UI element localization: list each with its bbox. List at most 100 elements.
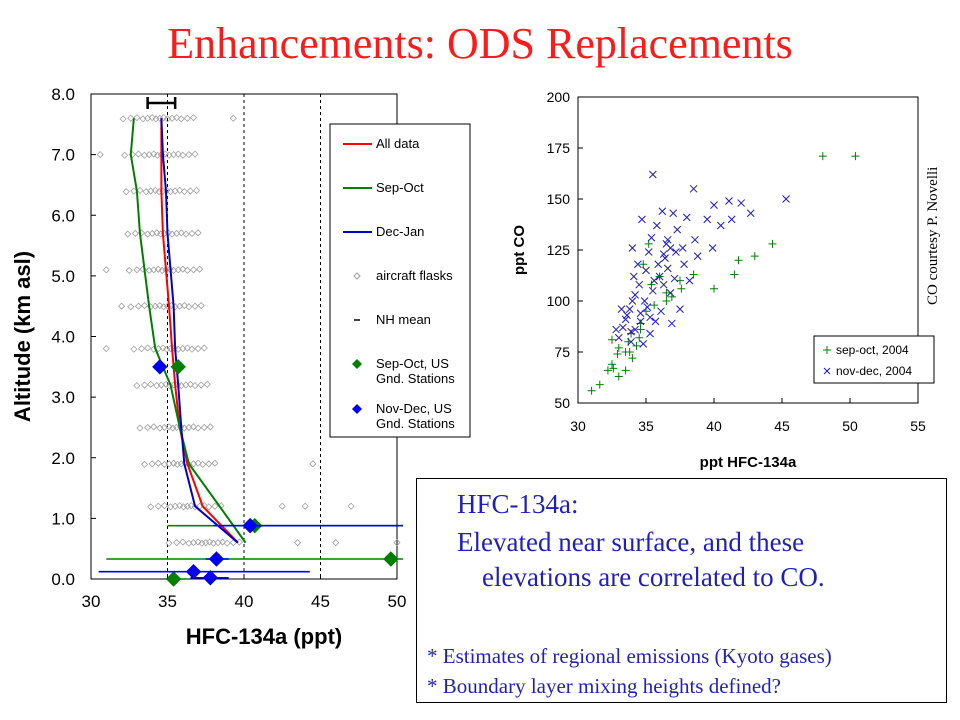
data-point-sep-oct <box>595 380 604 389</box>
data-point-sep-oct <box>636 325 645 334</box>
data-point-nov-dec <box>710 201 718 209</box>
data-point-sep-oct <box>730 270 739 279</box>
flask-point <box>166 382 174 390</box>
flask-point <box>160 114 168 122</box>
y-tick-label: 0.0 <box>51 570 75 589</box>
flask-point <box>156 302 164 310</box>
data-point-nov-dec <box>678 244 687 252</box>
data-point-sep-oct <box>851 152 860 161</box>
x-tick-label: 45 <box>311 592 330 611</box>
flask-point <box>170 459 178 467</box>
legend-label: Nov-Dec, US <box>376 401 452 416</box>
y-tick-label: 100 <box>547 293 571 309</box>
flask-point <box>189 266 198 274</box>
flask-point <box>189 114 198 122</box>
data-point-nov-dec <box>746 209 755 218</box>
y-tick-label: 3.0 <box>51 388 75 407</box>
flask-point <box>144 344 152 352</box>
flask-point <box>156 114 164 122</box>
x-tick-label: 50 <box>842 418 858 434</box>
data-point-nov-dec <box>693 252 702 260</box>
data-point-nov-dec <box>640 297 649 305</box>
data-point-sep-oct <box>621 348 630 356</box>
flask-point <box>150 423 158 431</box>
flask-point <box>196 265 204 273</box>
flask-point <box>278 502 286 510</box>
data-point-nov-dec <box>725 197 733 205</box>
data-point-nov-dec <box>639 339 648 348</box>
flask-point <box>163 345 171 353</box>
flask-point <box>124 230 132 238</box>
legend-label: Sep-Oct, US <box>376 356 449 371</box>
flask-point <box>137 345 146 353</box>
data-point-nov-dec <box>653 221 661 230</box>
flask-point <box>154 459 162 467</box>
station-point <box>202 570 219 586</box>
data-point-nov-dec <box>650 276 659 285</box>
summary-line-1: Elevated near surface, and these <box>457 527 805 557</box>
data-point-nov-dec <box>682 213 691 222</box>
flask-point <box>200 423 208 432</box>
legend-item: aircraft flasks <box>353 268 453 283</box>
station-point <box>170 359 186 375</box>
data-point-sep-oct <box>677 284 686 293</box>
flask-point <box>180 302 188 310</box>
legend-swatch-diamond <box>352 359 362 369</box>
flask-point <box>179 265 187 273</box>
legend-label: Gnd. Stations <box>376 416 455 431</box>
flask-point <box>200 344 208 352</box>
flask-point <box>301 502 309 510</box>
data-point-sep-oct <box>632 341 641 350</box>
flask-point <box>136 186 144 194</box>
data-point-nov-dec <box>655 272 664 281</box>
flask-point <box>169 424 177 432</box>
data-point-sep-oct <box>609 364 618 373</box>
data-point-sep-oct <box>635 333 644 342</box>
x-tick-label: 50 <box>388 592 407 611</box>
flask-point <box>152 115 160 123</box>
data-point-nov-dec <box>676 305 684 314</box>
flask-point <box>229 114 237 122</box>
data-point-sep-oct <box>639 260 648 269</box>
flask-point <box>136 424 144 432</box>
flask-point <box>206 423 214 431</box>
legend-item: Sep-Oct <box>343 180 424 195</box>
co-credit: CO courtesy P. Novelli <box>925 166 941 305</box>
flask-point <box>183 114 191 122</box>
y-tick-label: 175 <box>547 140 571 156</box>
x-tick-label: 35 <box>158 592 177 611</box>
data-point-sep-oct <box>768 239 777 248</box>
series-line-dec-jan <box>160 118 239 544</box>
data-point-nov-dec <box>670 274 679 283</box>
flask-point <box>191 382 199 390</box>
flask-point <box>159 344 167 352</box>
flask-point <box>173 460 182 468</box>
data-point-sep-oct <box>613 350 622 359</box>
flask-point <box>203 380 211 388</box>
data-point-sep-oct <box>676 276 684 285</box>
y-tick-label: 2.0 <box>51 449 75 468</box>
flask-point <box>173 114 181 122</box>
legend-swatch-plus <box>823 346 831 354</box>
data-point-nov-dec <box>659 280 668 289</box>
data-point-nov-dec <box>636 309 645 318</box>
data-point-nov-dec <box>633 260 642 269</box>
x-tick-label: 55 <box>910 418 926 434</box>
data-point-nov-dec <box>648 286 657 295</box>
flask-point <box>174 150 182 158</box>
data-point-nov-dec <box>716 221 725 230</box>
y-tick-label: 5.0 <box>51 267 75 286</box>
data-point-nov-dec <box>782 195 790 203</box>
data-point-nov-dec <box>737 199 746 207</box>
y-axis-title: ppt CO <box>511 225 528 275</box>
data-point-nov-dec <box>628 297 637 305</box>
x-tick-label: 40 <box>235 592 254 611</box>
flask-point <box>185 151 193 159</box>
summary-textbox: HFC-134a: Elevated near surface, and the… <box>416 478 947 703</box>
data-point-sep-oct <box>614 372 623 381</box>
flask-point <box>165 423 173 431</box>
data-point-nov-dec <box>629 272 638 281</box>
flask-point <box>187 502 195 510</box>
